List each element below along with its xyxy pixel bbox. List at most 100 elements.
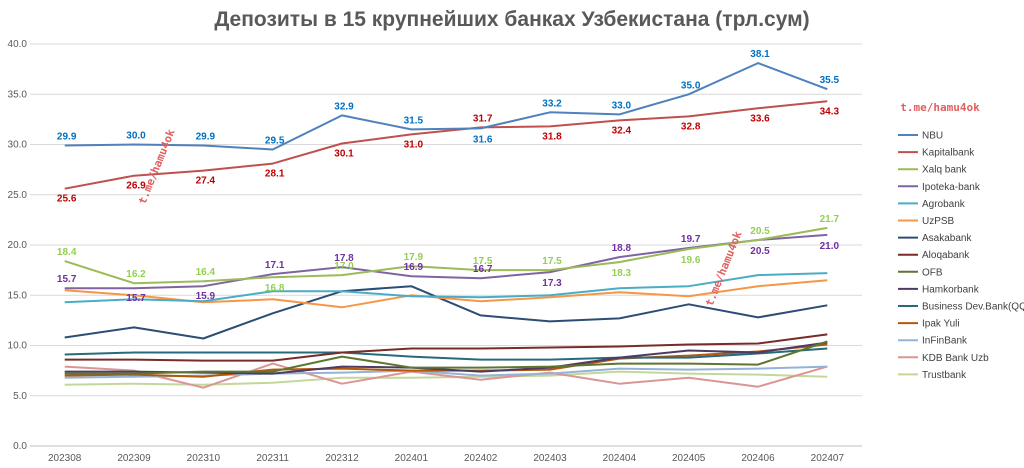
x-tick-label: 202406	[741, 453, 775, 464]
legend-label: OFB	[922, 267, 943, 278]
data-label: 31.5	[404, 115, 424, 126]
data-label: 17.9	[404, 252, 424, 263]
series-line-asakabank	[64, 285, 828, 340]
y-tick-label: 20.0	[8, 240, 28, 251]
data-label: 33.0	[612, 100, 632, 111]
data-label: 25.6	[57, 194, 77, 205]
data-label: 15.7	[57, 274, 77, 285]
data-label: 19.7	[681, 234, 701, 245]
legend-label: Kapitalbank	[922, 148, 975, 159]
legend-label: Xalq bank	[922, 165, 967, 176]
data-label: 17.1	[265, 260, 285, 271]
y-tick-label: 35.0	[8, 89, 28, 100]
data-label: 15.7	[126, 293, 146, 304]
series-line-kdb-bank-uzb	[64, 362, 828, 389]
legend-label: Business Dev.Bank(QQB)	[922, 302, 1024, 313]
data-label: 18.8	[612, 243, 632, 254]
data-label: 31.6	[473, 134, 493, 145]
watermark-text: t.me/hamu4ok	[703, 229, 745, 308]
series-line-kapitalbank	[64, 100, 828, 190]
x-tick-label: 202407	[811, 453, 845, 464]
series-line-nbu	[64, 62, 828, 151]
data-label: 15.9	[196, 291, 216, 302]
x-tick-label: 202311	[256, 453, 289, 464]
legend-label: KDB Bank Uzb	[922, 353, 989, 364]
y-tick-label: 5.0	[13, 391, 27, 402]
y-tick-label: 25.0	[8, 190, 28, 201]
data-label: 32.8	[681, 121, 701, 132]
series-line-agrobank	[64, 272, 828, 304]
data-label: 16.7	[473, 264, 493, 275]
data-label: 32.4	[612, 125, 632, 136]
data-label: 16.4	[196, 267, 216, 278]
series-line-ofb	[64, 340, 828, 375]
x-tick-label: 202404	[603, 453, 637, 464]
data-label: 38.1	[750, 49, 770, 60]
data-label: 31.7	[473, 113, 493, 124]
legend-label: Ipoteka-bank	[922, 182, 981, 193]
x-tick-label: 202308	[48, 453, 82, 464]
data-label: 29.5	[265, 136, 285, 147]
data-label: 35.0	[681, 80, 701, 91]
chart-title: Депозиты в 15 крупнейших банках Узбекист…	[214, 8, 809, 31]
series-line-xalq-bank	[64, 226, 828, 285]
data-label: 35.5	[820, 75, 840, 86]
data-label: 17.8	[334, 253, 354, 264]
data-label: 29.9	[196, 132, 216, 143]
series-line-business-dev-bank-qqb-	[64, 347, 828, 361]
data-label: 16.2	[126, 269, 146, 280]
x-tick-label: 202312	[325, 453, 359, 464]
series-line-aloqabank	[64, 333, 828, 362]
data-label: 20.5	[750, 246, 770, 257]
legend: NBU Kapitalbank Xalq bank Ipoteka-bank Agrob…	[898, 131, 1024, 381]
data-label: 21.0	[820, 241, 840, 252]
data-label: 16.8	[265, 283, 285, 294]
data-labels: 29.9 30.0 29.9 29.5 32.9 31.5 31.6 33.2 33.0 35.0…	[57, 49, 840, 304]
data-label: 18.4	[57, 247, 77, 258]
x-tick-label: 202402	[464, 453, 498, 464]
y-axis: 0.0 5.0 10.0 15.0 20.0 25.0 30.0 35.0 40.0	[8, 39, 28, 452]
data-label: 30.0	[126, 131, 146, 142]
x-tick-label: 202403	[533, 453, 567, 464]
data-label: 20.5	[750, 226, 770, 237]
watermark-text: t.me/hamu4ok	[900, 101, 980, 114]
y-tick-label: 0.0	[13, 441, 27, 452]
data-label: 30.1	[334, 148, 354, 159]
data-label: 34.3	[820, 106, 840, 117]
legend-label: Asakabank	[922, 233, 972, 244]
data-label: 33.2	[542, 98, 562, 109]
legend-label: Aloqabank	[922, 250, 970, 261]
series-lines	[64, 62, 828, 389]
y-tick-label: 40.0	[8, 39, 28, 50]
data-label: 21.7	[820, 214, 840, 225]
data-label: 16.9	[404, 262, 424, 273]
data-label: 31.8	[542, 131, 562, 142]
data-label: 27.4	[196, 176, 216, 187]
data-label: 29.9	[57, 132, 77, 143]
legend-label: Hamkorbank	[922, 284, 980, 295]
legend-label: Ipak Yuli	[922, 319, 960, 330]
data-label: 18.3	[612, 268, 632, 279]
data-label: 31.0	[404, 139, 424, 150]
data-label: 17.5	[542, 256, 562, 267]
y-tick-label: 10.0	[8, 341, 28, 352]
data-label: 33.6	[750, 113, 770, 124]
data-label: 26.9	[126, 181, 146, 192]
data-label: 32.9	[334, 101, 354, 112]
x-tick-label: 202310	[187, 453, 221, 464]
data-label: 17.3	[542, 278, 562, 289]
data-label: 17.5	[473, 256, 493, 267]
x-axis: 202308 202309 202310 202311 202312 202401 2024…	[30, 445, 862, 464]
x-tick-label: 202309	[117, 453, 151, 464]
data-label: 17.0	[334, 261, 354, 272]
legend-label: NBU	[922, 131, 943, 142]
y-tick-label: 30.0	[8, 140, 28, 151]
data-label: 28.1	[265, 169, 285, 180]
y-tick-label: 15.0	[8, 290, 28, 301]
legend-label: InFinBank	[922, 336, 968, 347]
data-label: 19.6	[681, 255, 701, 266]
legend-label: Trustbank	[922, 370, 967, 381]
x-tick-label: 202405	[672, 453, 706, 464]
x-tick-label: 202401	[395, 453, 429, 464]
